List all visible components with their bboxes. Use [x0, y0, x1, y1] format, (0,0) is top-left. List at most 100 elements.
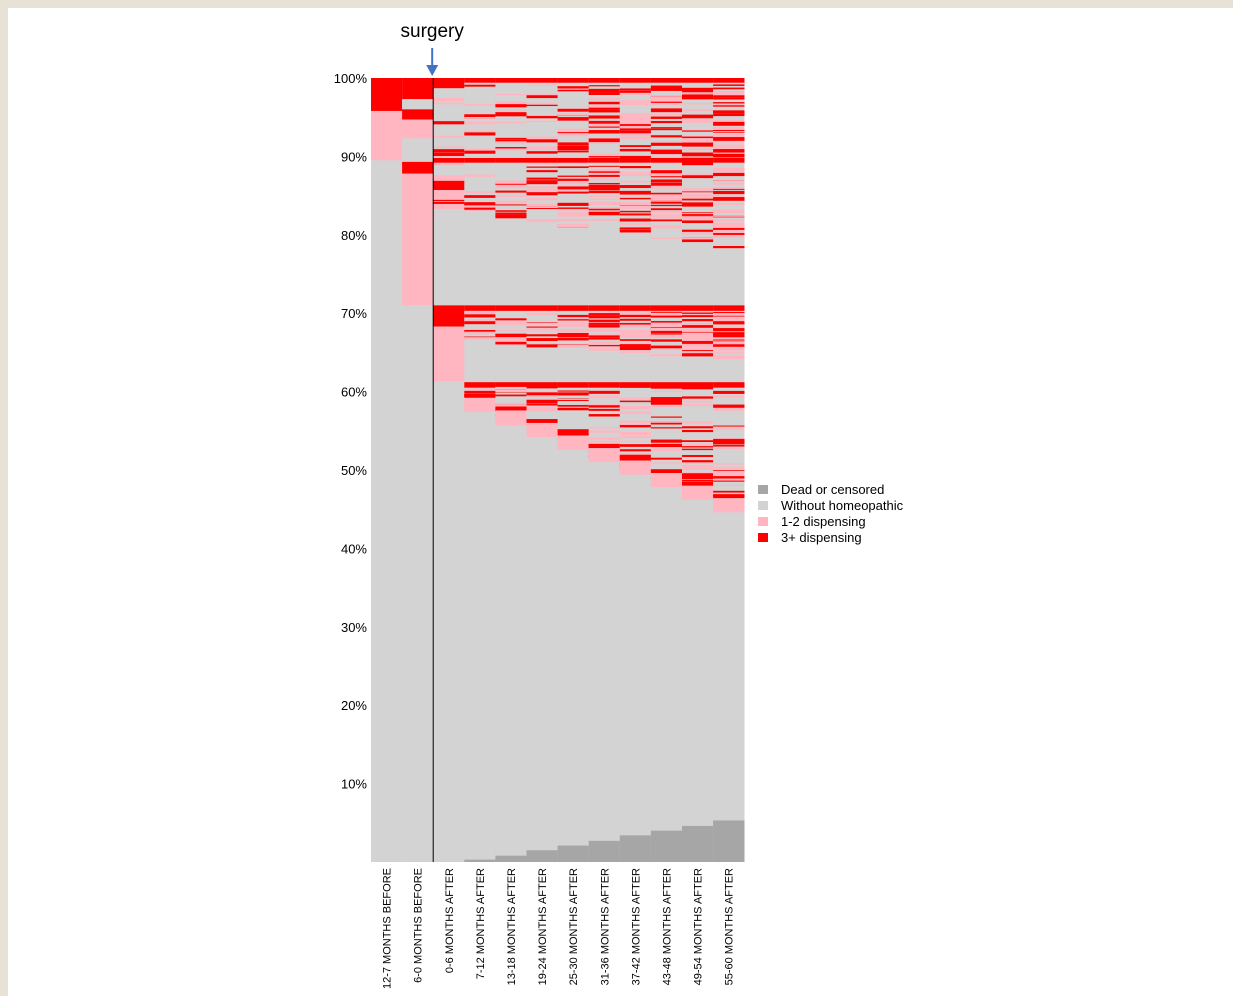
band-flow — [713, 342, 745, 344]
band-flow — [713, 470, 745, 472]
band-flow — [557, 131, 589, 134]
bar-3plus-dispensing — [557, 382, 589, 388]
x-tick-label: 49-54 MONTHS AFTER — [693, 868, 705, 985]
band-flow — [619, 329, 652, 333]
bar-1-2-dispensing — [588, 448, 621, 463]
band-flow — [619, 166, 652, 169]
band-flow — [619, 346, 652, 351]
band-flow — [464, 331, 496, 335]
band-flow — [682, 400, 714, 403]
band-flow — [495, 112, 527, 117]
band-flow — [495, 215, 527, 219]
x-tick-label: 55-60 MONTHS AFTER — [724, 868, 736, 985]
band-flow — [588, 109, 621, 113]
band-flow — [619, 436, 652, 438]
column-bg — [371, 78, 403, 862]
band-flow — [557, 175, 589, 177]
band-flow — [682, 464, 714, 467]
band-flow — [619, 424, 652, 428]
band-flow — [713, 167, 745, 172]
band-flow — [650, 195, 683, 199]
band-flow — [713, 227, 745, 231]
band-flow — [619, 332, 652, 335]
band-flow — [650, 141, 683, 143]
band-flow — [495, 337, 527, 340]
band-flow — [682, 136, 714, 139]
band-flow — [713, 336, 745, 339]
band-flow — [713, 197, 745, 201]
band-flow — [682, 328, 714, 332]
band-flow — [682, 193, 714, 196]
band-flow — [713, 195, 745, 198]
band-flow — [588, 437, 621, 441]
band-flow — [557, 390, 589, 392]
band-flow — [619, 312, 652, 315]
bar-3plus-dispensing — [464, 78, 496, 83]
band-flow — [713, 110, 745, 113]
band-flow — [588, 313, 621, 316]
band-flow — [713, 245, 745, 249]
band-flow — [650, 225, 683, 229]
band-flow — [588, 335, 621, 338]
band-flow — [650, 194, 683, 197]
band-flow — [650, 335, 683, 338]
band-flow — [650, 405, 683, 408]
band-flow — [682, 109, 714, 112]
band-flow — [526, 400, 558, 404]
band-flow — [682, 351, 714, 353]
band-flow — [682, 162, 714, 166]
band-flow — [619, 119, 652, 122]
band-flow — [682, 312, 714, 315]
band-flow — [682, 97, 714, 100]
band-flow — [588, 88, 621, 93]
band-flow — [650, 422, 683, 425]
chart-frame: surgery 10% 20% 30% 40% 50% 60% 70% 80% 90% 100% 12… — [8, 8, 1233, 996]
band-flow — [495, 389, 527, 393]
bar-3plus-dispensing — [464, 305, 496, 311]
band-flow — [713, 145, 745, 149]
band-flow — [713, 473, 745, 476]
bar-3plus-dispensing — [619, 456, 652, 461]
bar-without-homeopathic — [402, 99, 434, 110]
bar-3plus-dispensing — [464, 382, 496, 388]
band-flow — [713, 215, 745, 217]
band-flow — [557, 191, 589, 194]
band-flow — [495, 334, 527, 338]
band-flow — [557, 202, 589, 206]
bar-dead-or-censored — [619, 835, 652, 862]
band-flow — [588, 174, 621, 177]
band-flow — [557, 213, 589, 215]
band-flow — [650, 462, 683, 465]
band-flow — [682, 440, 714, 442]
y-tick-label: 30% — [341, 620, 367, 635]
band-flow — [682, 313, 714, 316]
band-flow — [619, 88, 652, 91]
band-flow — [495, 146, 527, 150]
band-flow — [588, 187, 621, 191]
band-flow — [588, 341, 621, 344]
bar-dead-or-censored — [557, 845, 589, 862]
band-flow — [557, 128, 589, 133]
band-flow — [588, 440, 621, 443]
band-flow — [713, 315, 745, 317]
band-flow — [557, 166, 589, 169]
band-flow — [433, 135, 465, 138]
legend-label: 3+ dispensing — [781, 530, 862, 545]
column-bg — [495, 78, 527, 862]
bar-3plus-dispensing — [526, 419, 558, 423]
band-flow — [682, 461, 714, 464]
band-flow — [650, 101, 683, 105]
band-flow — [650, 120, 683, 124]
band-flow — [588, 395, 621, 399]
legend-label: 1-2 dispensing — [781, 514, 866, 529]
bar-3plus-dispensing — [682, 157, 714, 163]
band-flow — [713, 188, 745, 190]
bar-3plus-dispensing — [713, 157, 745, 163]
y-tick-label: 100% — [334, 71, 368, 86]
band-flow — [682, 173, 714, 175]
band-flow — [650, 186, 683, 189]
bar-3plus-dispensing — [619, 78, 652, 83]
bar-3plus-dispensing — [650, 382, 683, 388]
band-flow — [682, 220, 714, 222]
band-flow — [682, 348, 714, 350]
